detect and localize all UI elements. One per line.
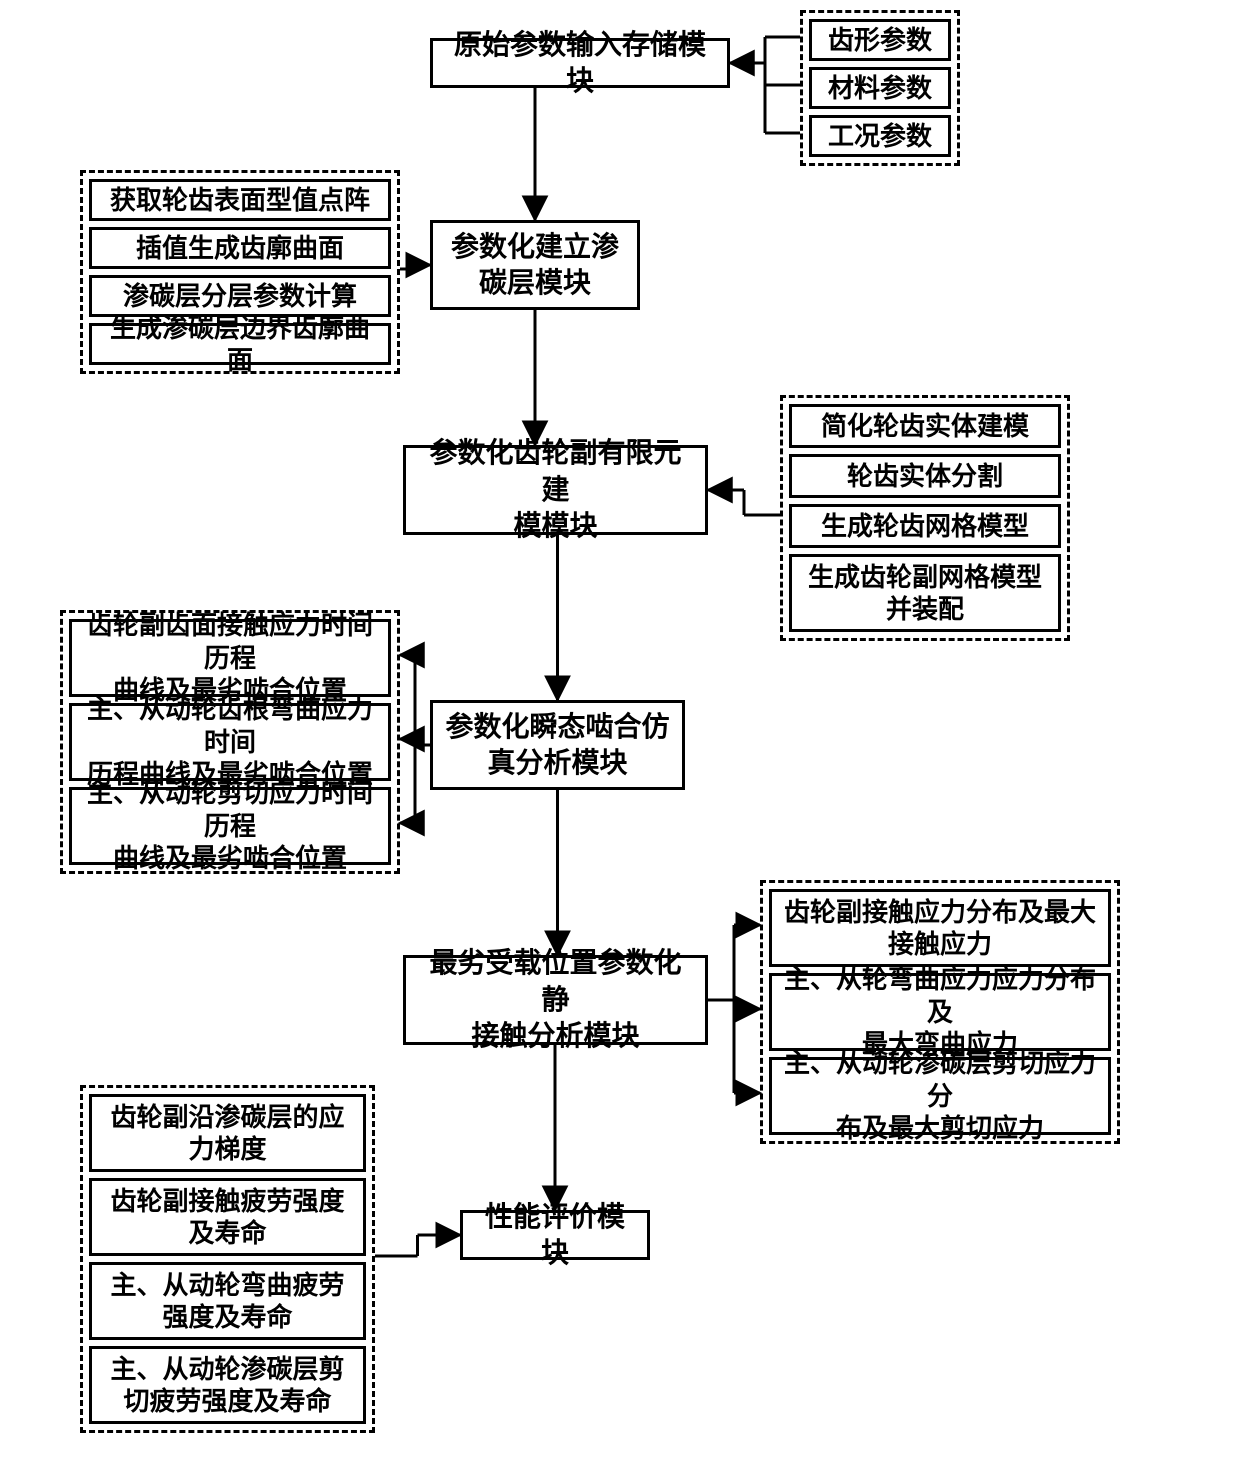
side-item: 主、从动轮齿根弯曲应力时间历程曲线及最劣啮合位置 (69, 703, 391, 781)
side-item-label: 主、从动轮齿根弯曲应力时间历程曲线及最劣啮合位置 (80, 693, 380, 791)
side-item-label: 主、从动轮剪切应力时间历程曲线及最劣啮合位置 (80, 777, 380, 875)
side-group-g5: 齿轮副接触应力分布及最大接触应力主、从轮弯曲应力应力分布及最大弯曲应力主、从动轮… (760, 880, 1120, 1144)
main-node-m6: 性能评价模块 (460, 1210, 650, 1260)
side-group-g4: 齿轮副齿面接触应力时间历程曲线及最劣啮合位置主、从动轮齿根弯曲应力时间历程曲线及… (60, 610, 400, 874)
main-node-label: 参数化齿轮副有限元建模模块 (416, 435, 695, 544)
side-item-label: 齿形参数 (828, 24, 932, 57)
side-item: 齿轮副接触疲劳强度及寿命 (89, 1178, 366, 1256)
side-item: 主、从动轮渗碳层剪切应力分布及最大剪切应力 (769, 1057, 1111, 1135)
side-item-label: 插值生成齿廓曲面 (136, 232, 344, 265)
side-item-label: 主、从轮弯曲应力应力分布及最大弯曲应力 (780, 963, 1100, 1061)
main-node-label: 参数化瞬态啮合仿真分析模块 (445, 709, 669, 782)
main-node-label: 原始参数输入存储模块 (443, 27, 717, 100)
side-item: 主、从动轮剪切应力时间历程曲线及最劣啮合位置 (69, 787, 391, 865)
main-node-m2: 参数化建立渗碳层模块 (430, 220, 640, 310)
side-item: 生成轮齿网格模型 (789, 504, 1061, 548)
side-item-label: 齿轮副齿面接触应力时间历程曲线及最劣啮合位置 (80, 609, 380, 707)
side-item: 生成渗碳层边界齿廓曲面 (89, 323, 391, 365)
side-item: 齿形参数 (809, 19, 951, 61)
side-item-label: 材料参数 (828, 72, 932, 105)
main-node-m3: 参数化齿轮副有限元建模模块 (403, 445, 708, 535)
side-item-label: 齿轮副接触应力分布及最大接触应力 (784, 896, 1096, 961)
side-item-label: 齿轮副接触疲劳强度及寿命 (110, 1185, 344, 1250)
side-group-g3: 简化轮齿实体建模轮齿实体分割生成轮齿网格模型生成齿轮副网格模型并装配 (780, 395, 1070, 641)
side-item-label: 生成渗碳层边界齿廓曲面 (100, 312, 380, 377)
flowchart-canvas: 原始参数输入存储模块参数化建立渗碳层模块参数化齿轮副有限元建模模块参数化瞬态啮合… (0, 0, 1240, 1467)
side-item: 插值生成齿廓曲面 (89, 227, 391, 269)
main-node-label: 参数化建立渗碳层模块 (451, 229, 619, 302)
side-item-label: 轮齿实体分割 (847, 460, 1003, 493)
side-item: 齿轮副沿渗碳层的应力梯度 (89, 1094, 366, 1172)
main-node-m4: 参数化瞬态啮合仿真分析模块 (430, 700, 685, 790)
main-node-m1: 原始参数输入存储模块 (430, 38, 730, 88)
side-item: 工况参数 (809, 115, 951, 157)
side-group-g2: 获取轮齿表面型值点阵插值生成齿廓曲面渗碳层分层参数计算生成渗碳层边界齿廓曲面 (80, 170, 400, 374)
side-item-label: 渗碳层分层参数计算 (123, 280, 357, 313)
side-item-label: 主、从动轮渗碳层剪切应力分布及最大剪切应力 (780, 1047, 1100, 1145)
side-item-label: 获取轮齿表面型值点阵 (110, 184, 370, 217)
side-item: 轮齿实体分割 (789, 454, 1061, 498)
side-item: 主、从动轮渗碳层剪切疲劳强度及寿命 (89, 1346, 366, 1424)
main-node-label: 最劣受载位置参数化静接触分析模块 (416, 945, 695, 1054)
main-node-m5: 最劣受载位置参数化静接触分析模块 (403, 955, 708, 1045)
side-item: 生成齿轮副网格模型并装配 (789, 554, 1061, 632)
side-group-g1: 齿形参数材料参数工况参数 (800, 10, 960, 166)
side-item-label: 主、从动轮弯曲疲劳强度及寿命 (110, 1269, 344, 1334)
side-item: 主、从动轮弯曲疲劳强度及寿命 (89, 1262, 366, 1340)
main-node-label: 性能评价模块 (473, 1199, 637, 1272)
side-item-label: 简化轮齿实体建模 (821, 410, 1029, 443)
side-item: 简化轮齿实体建模 (789, 404, 1061, 448)
side-item: 齿轮副接触应力分布及最大接触应力 (769, 889, 1111, 967)
side-item: 齿轮副齿面接触应力时间历程曲线及最劣啮合位置 (69, 619, 391, 697)
side-item-label: 生成齿轮副网格模型并装配 (808, 561, 1042, 626)
side-item-label: 主、从动轮渗碳层剪切疲劳强度及寿命 (110, 1353, 344, 1418)
side-item: 主、从轮弯曲应力应力分布及最大弯曲应力 (769, 973, 1111, 1051)
side-item-label: 齿轮副沿渗碳层的应力梯度 (110, 1101, 344, 1166)
side-item-label: 生成轮齿网格模型 (821, 510, 1029, 543)
side-item: 材料参数 (809, 67, 951, 109)
side-group-g6: 齿轮副沿渗碳层的应力梯度齿轮副接触疲劳强度及寿命主、从动轮弯曲疲劳强度及寿命主、… (80, 1085, 375, 1433)
side-item: 获取轮齿表面型值点阵 (89, 179, 391, 221)
side-item-label: 工况参数 (828, 120, 932, 153)
